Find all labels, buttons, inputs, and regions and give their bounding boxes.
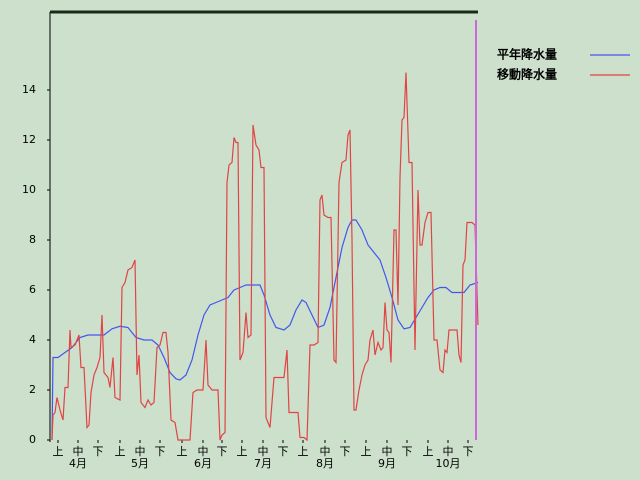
- x-tick-label: 下: [340, 445, 351, 458]
- x-tick-label: 上: [423, 445, 434, 458]
- x-tick-label: 下: [93, 445, 104, 458]
- y-tick-label: 4: [29, 333, 36, 346]
- x-tick-label: 上: [53, 445, 64, 458]
- month-label: 5月: [131, 457, 149, 470]
- legend-label: 平年降水量: [497, 47, 557, 62]
- x-tick-label: 中: [382, 445, 393, 458]
- x-tick-label: 中: [73, 445, 84, 458]
- x-tick-label: 上: [298, 445, 309, 458]
- x-tick-label: 上: [177, 445, 188, 458]
- month-label: 10月: [436, 457, 461, 470]
- series-line: [51, 219, 479, 441]
- x-tick-label: 上: [115, 445, 126, 458]
- month-label: 7月: [254, 457, 272, 470]
- x-tick-label: 中: [258, 445, 269, 458]
- x-tick-label: 下: [463, 445, 474, 458]
- x-tick-label: 中: [135, 445, 146, 458]
- x-tick-label: 上: [237, 445, 248, 458]
- y-tick-label: 0: [29, 433, 36, 446]
- x-tick-label: 下: [278, 445, 289, 458]
- month-label: 6月: [194, 457, 212, 470]
- x-tick-label: 中: [443, 445, 454, 458]
- y-tick-label: 8: [29, 233, 36, 246]
- month-label: 9月: [378, 457, 396, 470]
- x-tick-label: 下: [155, 445, 166, 458]
- y-tick-label: 14: [22, 83, 36, 96]
- month-label: 4月: [69, 457, 87, 470]
- x-tick-label: 中: [320, 445, 331, 458]
- x-tick-label: 下: [217, 445, 228, 458]
- legend-label: 移動降水量: [497, 67, 557, 82]
- x-tick-label: 下: [402, 445, 413, 458]
- x-tick-label: 上: [361, 445, 372, 458]
- y-tick-label: 12: [22, 133, 36, 146]
- month-label: 8月: [316, 457, 334, 470]
- y-tick-label: 2: [29, 383, 36, 396]
- series-line: [51, 72, 479, 442]
- y-tick-label: 6: [29, 283, 36, 296]
- y-tick-label: 10: [22, 183, 36, 196]
- x-tick-label: 中: [198, 445, 209, 458]
